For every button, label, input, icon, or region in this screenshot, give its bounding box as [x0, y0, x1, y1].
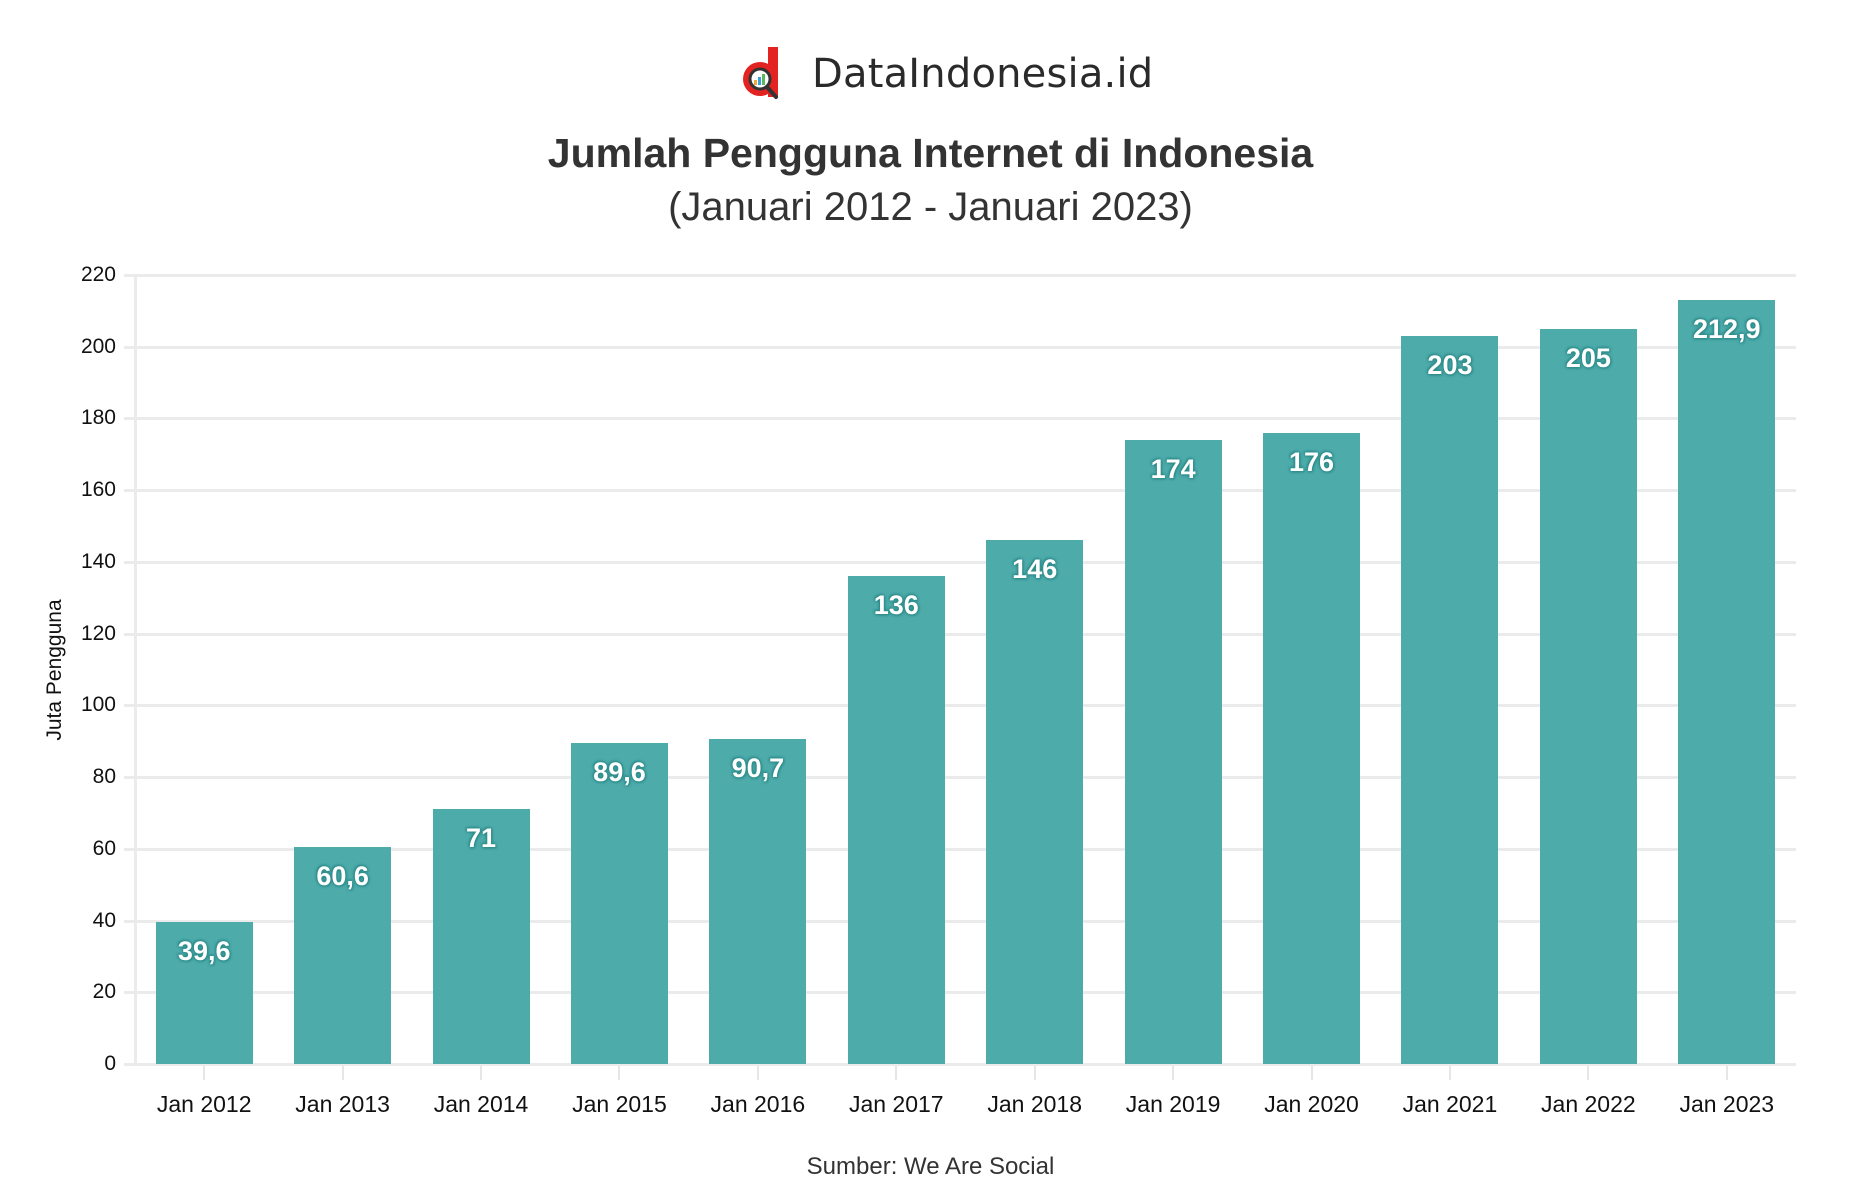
- brand-header: DataIndonesia.id: [740, 46, 1153, 102]
- x-tick-label: Jan 2019: [1125, 1091, 1221, 1117]
- x-tick-label: Jan 2013: [295, 1091, 390, 1117]
- x-tick-mark: [203, 1066, 206, 1080]
- bar[interactable]: 176: [1263, 432, 1361, 1064]
- x-tick-label: Jan 2015: [572, 1091, 667, 1117]
- bar-value-label: 146: [1012, 554, 1058, 585]
- bar-value-label: 205: [1565, 342, 1611, 373]
- bar-value-label: 71: [466, 823, 497, 854]
- x-tick-label: Jan 2018: [987, 1091, 1083, 1117]
- y-tick-label: 60: [92, 836, 116, 860]
- x-tick-mark: [480, 1066, 483, 1080]
- bar-value-label: 136: [873, 590, 919, 621]
- bar-value-label: 89,6: [593, 756, 646, 787]
- bar[interactable]: 60,6: [294, 846, 392, 1064]
- chart-title: Jumlah Pengguna Internet di Indonesia: [547, 130, 1314, 176]
- brand-name: DataIndonesia.id: [812, 51, 1154, 97]
- dataindonesia-logo-icon: [740, 47, 784, 101]
- gridline: [124, 489, 1796, 493]
- x-tick-mark: [618, 1066, 621, 1080]
- bar-value-label: 203: [1427, 349, 1473, 380]
- bar-value-label: 174: [1150, 453, 1196, 484]
- gridline: [124, 847, 1796, 851]
- chart-subtitle: (Januari 2012 - Januari 2023): [668, 185, 1193, 229]
- x-tick-mark: [895, 1066, 898, 1080]
- y-tick-label: 160: [80, 478, 116, 502]
- x-tick-label: Jan 2016: [710, 1091, 806, 1117]
- x-tick-mark: [1172, 1066, 1175, 1080]
- y-tick-label: 200: [80, 334, 116, 358]
- x-tick-label: Jan 2012: [156, 1091, 252, 1117]
- source-note: Sumber: We Are Social: [806, 1153, 1055, 1180]
- bar[interactable]: 71: [432, 809, 530, 1064]
- gridline: [124, 991, 1796, 995]
- x-tick-mark: [756, 1066, 759, 1080]
- bar[interactable]: 89,6: [570, 742, 668, 1064]
- x-tick-mark: [1587, 1066, 1590, 1080]
- bar-value-label: 39,6: [177, 935, 231, 966]
- gridline: [124, 776, 1796, 780]
- bar[interactable]: 212,9: [1678, 300, 1776, 1064]
- gridline: [124, 919, 1796, 923]
- gridline: [124, 1063, 1796, 1066]
- x-tick-mark: [341, 1066, 344, 1080]
- bar-value-label: 90,7: [731, 752, 785, 783]
- y-axis-label: Juta Pengguna: [43, 599, 66, 741]
- bar[interactable]: 90,7: [709, 738, 807, 1064]
- gridline: [124, 417, 1796, 421]
- bar-value-label: 60,6: [316, 860, 369, 891]
- gridline: [124, 345, 1796, 349]
- y-tick-label: 20: [92, 980, 116, 1004]
- gridline: [124, 632, 1796, 636]
- y-tick-label: 40: [92, 908, 116, 932]
- bar-value-label: 212,9: [1692, 314, 1761, 345]
- x-tick-label: Jan 2022: [1541, 1091, 1636, 1117]
- bar[interactable]: 136: [847, 576, 945, 1064]
- y-tick-label: 180: [80, 406, 116, 430]
- bar[interactable]: 39,6: [155, 921, 253, 1064]
- x-tick-mark: [1725, 1066, 1728, 1080]
- x-tick-label: Jan 2023: [1679, 1091, 1775, 1117]
- y-tick-label: 80: [92, 765, 116, 789]
- gridline: [124, 274, 1796, 277]
- bar[interactable]: 174: [1124, 439, 1222, 1064]
- x-tick-label: Jan 2017: [848, 1091, 944, 1117]
- x-tick-mark: [1310, 1066, 1313, 1080]
- y-axis-line: [134, 275, 137, 1065]
- bar[interactable]: 203: [1401, 335, 1499, 1064]
- gridline: [124, 704, 1796, 708]
- x-tick-mark: [1033, 1066, 1036, 1080]
- y-tick-label: 220: [80, 263, 116, 286]
- y-tick-label: 100: [80, 693, 116, 717]
- gridline: [124, 560, 1796, 564]
- y-tick-label: 120: [80, 621, 116, 645]
- x-tick-mark: [1448, 1066, 1451, 1080]
- y-tick-label: 140: [80, 549, 116, 573]
- bar[interactable]: 146: [986, 540, 1084, 1064]
- y-tick-label: 0: [104, 1052, 116, 1075]
- x-tick-label: Jan 2014: [433, 1091, 529, 1117]
- bar-value-label: 176: [1289, 446, 1335, 477]
- x-tick-label: Jan 2021: [1402, 1091, 1498, 1117]
- x-tick-label: Jan 2020: [1264, 1091, 1359, 1117]
- bar[interactable]: 205: [1539, 328, 1637, 1064]
